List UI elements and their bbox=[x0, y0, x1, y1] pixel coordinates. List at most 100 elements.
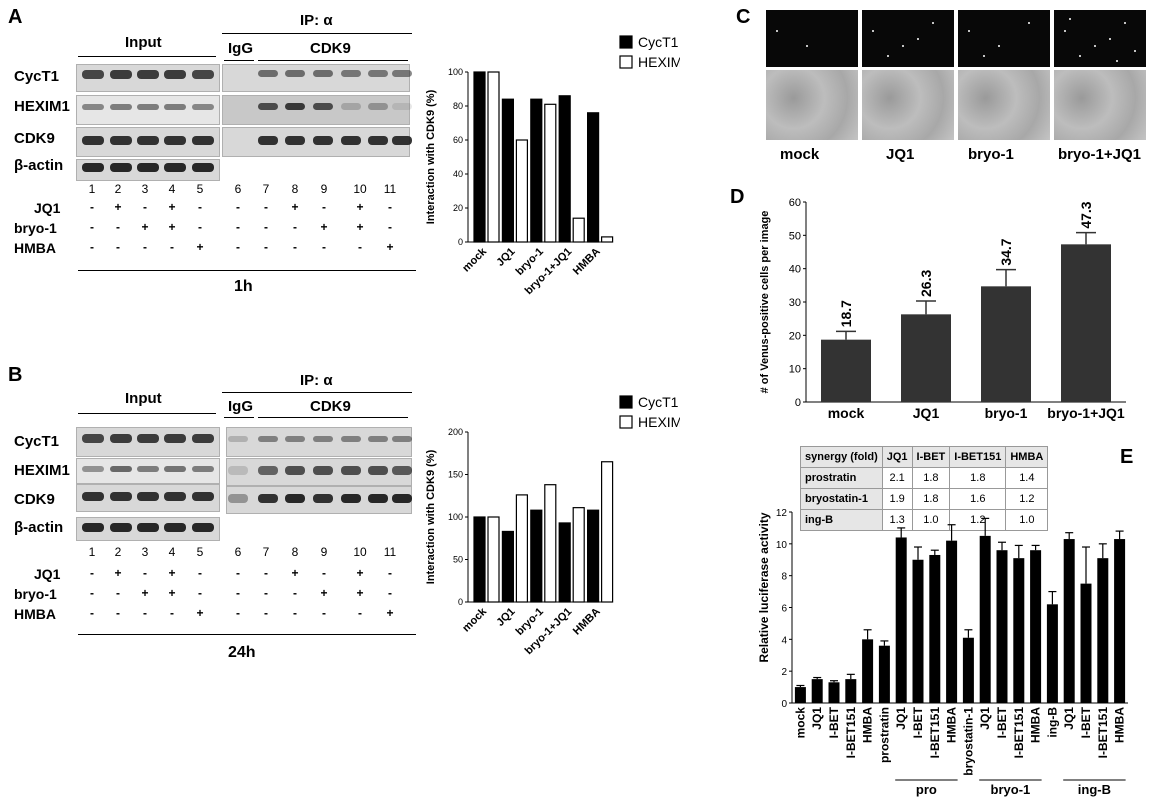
x-tick-label: mock bbox=[828, 405, 865, 421]
bar bbox=[1061, 244, 1111, 402]
blot-band bbox=[164, 466, 186, 472]
treatment-sign: + bbox=[141, 220, 149, 234]
brightfield-image bbox=[1054, 70, 1146, 140]
x-tick-label: JQ1 bbox=[1062, 707, 1076, 730]
treatment-sign: - bbox=[116, 240, 120, 254]
treatment-sign: + bbox=[356, 200, 364, 214]
y-tick-label: 60 bbox=[453, 135, 463, 145]
igg-header-a: IgG bbox=[228, 40, 253, 57]
x-tick-label: mock bbox=[793, 707, 807, 739]
cell-dot bbox=[1094, 45, 1096, 47]
lane-number: 11 bbox=[383, 182, 397, 196]
treatment-sign: - bbox=[90, 606, 94, 620]
table-row: prostratin 2.1 1.8 1.8 1.4 bbox=[800, 467, 1049, 489]
treatment-sign: - bbox=[293, 606, 297, 620]
ip-line-b bbox=[222, 392, 412, 393]
cell-dot bbox=[776, 30, 778, 32]
blot-band bbox=[137, 104, 159, 110]
blot-row-label: CDK9 bbox=[14, 491, 55, 508]
bar bbox=[601, 461, 614, 603]
lane-number: 11 bbox=[383, 545, 397, 559]
blot-band bbox=[164, 70, 186, 79]
blot-band bbox=[392, 436, 412, 442]
bar bbox=[979, 535, 991, 703]
blot-band bbox=[341, 494, 361, 503]
group-label: bryo-1 bbox=[991, 782, 1031, 797]
ip-header-a: IP: α bbox=[300, 12, 333, 29]
bar bbox=[1063, 539, 1075, 703]
bar bbox=[1046, 604, 1058, 703]
y-tick-label: 20 bbox=[453, 203, 463, 213]
blot-band bbox=[341, 466, 361, 475]
legend-label: CycT1 bbox=[638, 394, 679, 410]
brightfield-image bbox=[766, 70, 858, 140]
treatment-sign: + bbox=[356, 566, 364, 580]
bar bbox=[1013, 558, 1025, 703]
treatment-sign: - bbox=[264, 200, 268, 214]
x-tick-label: HMBA bbox=[1029, 707, 1043, 743]
blot-band bbox=[258, 103, 278, 110]
cell-dot bbox=[1064, 30, 1066, 32]
blot-image bbox=[76, 95, 220, 125]
blot-band bbox=[192, 523, 214, 532]
blot-band bbox=[82, 70, 104, 79]
blot-band bbox=[368, 103, 388, 110]
legend-swatch bbox=[619, 395, 633, 409]
blot-row-label: HEXIM1 bbox=[14, 98, 70, 115]
bar bbox=[1030, 550, 1042, 703]
blot-band bbox=[285, 466, 305, 475]
blot-band bbox=[285, 136, 305, 145]
legend-swatch bbox=[619, 35, 633, 49]
x-tick-label: I-BET bbox=[911, 706, 925, 738]
panel-label-e: E bbox=[1120, 446, 1134, 468]
blot-row-label: CycT1 bbox=[14, 433, 60, 450]
lane-number: 2 bbox=[114, 545, 122, 559]
bar bbox=[981, 286, 1031, 402]
x-tick-label: bryo-1 bbox=[985, 405, 1028, 421]
treatment-sign: + bbox=[386, 606, 394, 620]
ip-header-b: IP: α bbox=[300, 372, 333, 389]
cell-dot bbox=[1134, 50, 1136, 52]
cdk9-header-a: CDK9 bbox=[310, 40, 351, 57]
x-tick-label: I-BET151 bbox=[1012, 707, 1026, 759]
blot-band bbox=[313, 103, 333, 110]
treatment-sign: - bbox=[90, 220, 94, 234]
y-tick-label: 10 bbox=[789, 364, 801, 376]
bar bbox=[862, 639, 874, 703]
blot-band bbox=[392, 494, 412, 503]
x-tick-label: mock bbox=[460, 245, 489, 274]
treatment-sign: - bbox=[143, 200, 147, 214]
blot-band bbox=[110, 466, 132, 472]
treatment-sign: - bbox=[293, 220, 297, 234]
y-tick-label: 60 bbox=[789, 197, 801, 209]
y-tick-label: 150 bbox=[448, 470, 463, 480]
chart-d: 0 10 20 30 40 50 60 # of Venus-positive cells p… bbox=[759, 197, 1126, 421]
y-tick-label: 30 bbox=[789, 297, 801, 309]
treatment-label: JQ1 bbox=[34, 200, 61, 216]
treatment-sign: - bbox=[388, 220, 392, 234]
blot-band bbox=[341, 103, 361, 110]
table-col-header: I-BET151 bbox=[949, 446, 1007, 468]
bar bbox=[515, 494, 529, 603]
table-row-header: prostratin bbox=[800, 467, 883, 489]
treatment-sign: - bbox=[170, 606, 174, 620]
lane-number: 3 bbox=[141, 182, 149, 196]
treatment-label: bryo-1 bbox=[14, 586, 57, 602]
blot-band bbox=[258, 466, 278, 475]
bar bbox=[487, 516, 500, 603]
blot-band bbox=[110, 523, 132, 532]
bar bbox=[1080, 583, 1092, 703]
bar bbox=[473, 516, 486, 603]
cell-dot bbox=[1124, 22, 1126, 24]
lane-number: 8 bbox=[291, 545, 299, 559]
treatment-sign: - bbox=[388, 200, 392, 214]
blot-band bbox=[164, 104, 186, 110]
table-corner: synergy (fold) bbox=[800, 446, 883, 468]
input-line-a bbox=[78, 56, 216, 57]
value-label: 18.7 bbox=[838, 300, 854, 327]
lane-number: 4 bbox=[168, 182, 176, 196]
y-tick-label: 40 bbox=[789, 264, 801, 276]
treatment-sign: - bbox=[170, 240, 174, 254]
cdk9-line-b bbox=[258, 417, 408, 418]
blot-band bbox=[192, 434, 214, 443]
